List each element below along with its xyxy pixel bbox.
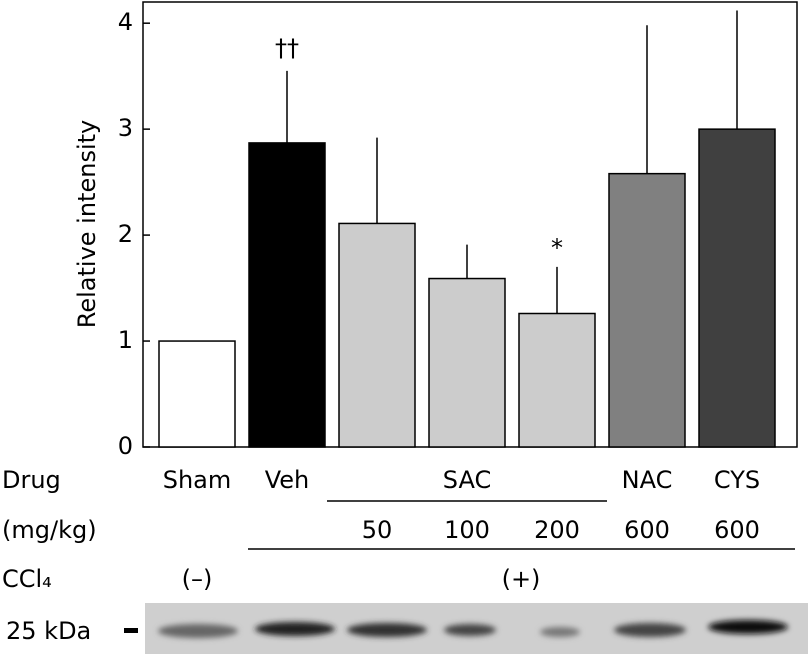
blot-band <box>614 623 686 637</box>
ccl4-label: (–) <box>182 565 213 593</box>
blot-band <box>255 622 335 636</box>
bar <box>158 340 236 448</box>
dose-label: 600 <box>714 516 760 544</box>
y-tick-label: 4 <box>118 8 133 36</box>
annotation: * <box>551 234 563 262</box>
row-label: (mg/kg) <box>2 516 97 544</box>
x-tick-label: Sham <box>163 466 232 494</box>
x-tick-label: NAC <box>622 466 673 494</box>
dose-label: 200 <box>534 516 580 544</box>
bar <box>698 128 776 448</box>
dose-label: 100 <box>444 516 490 544</box>
x-tick-label: CYS <box>714 466 760 494</box>
blot-marker <box>124 628 138 633</box>
y-tick-label: 3 <box>118 114 133 142</box>
row-label: Drug <box>2 466 61 494</box>
blot-band <box>444 624 496 636</box>
blot-band <box>347 623 427 637</box>
blot-band <box>708 620 788 634</box>
annotation: †† <box>275 34 299 62</box>
y-axis-label: Relative intensity <box>73 120 101 328</box>
bar <box>518 312 596 448</box>
dose-label: 50 <box>362 516 393 544</box>
blot-band <box>540 627 580 637</box>
row-label: CCl₄ <box>2 565 52 593</box>
dose-label: 600 <box>624 516 670 544</box>
x-tick-label: Veh <box>265 466 310 494</box>
bar <box>608 172 686 448</box>
bar <box>338 222 416 448</box>
y-tick-label: 0 <box>118 432 133 460</box>
bar <box>248 142 326 448</box>
bar <box>428 277 506 448</box>
blot <box>145 603 808 654</box>
ccl4-label: (+) <box>502 565 541 593</box>
y-tick-label: 1 <box>118 326 133 354</box>
group-label: SAC <box>443 466 491 494</box>
blot-marker-label: 25 kDa <box>6 617 91 645</box>
blot-band <box>158 624 238 638</box>
y-tick-label: 2 <box>118 220 133 248</box>
